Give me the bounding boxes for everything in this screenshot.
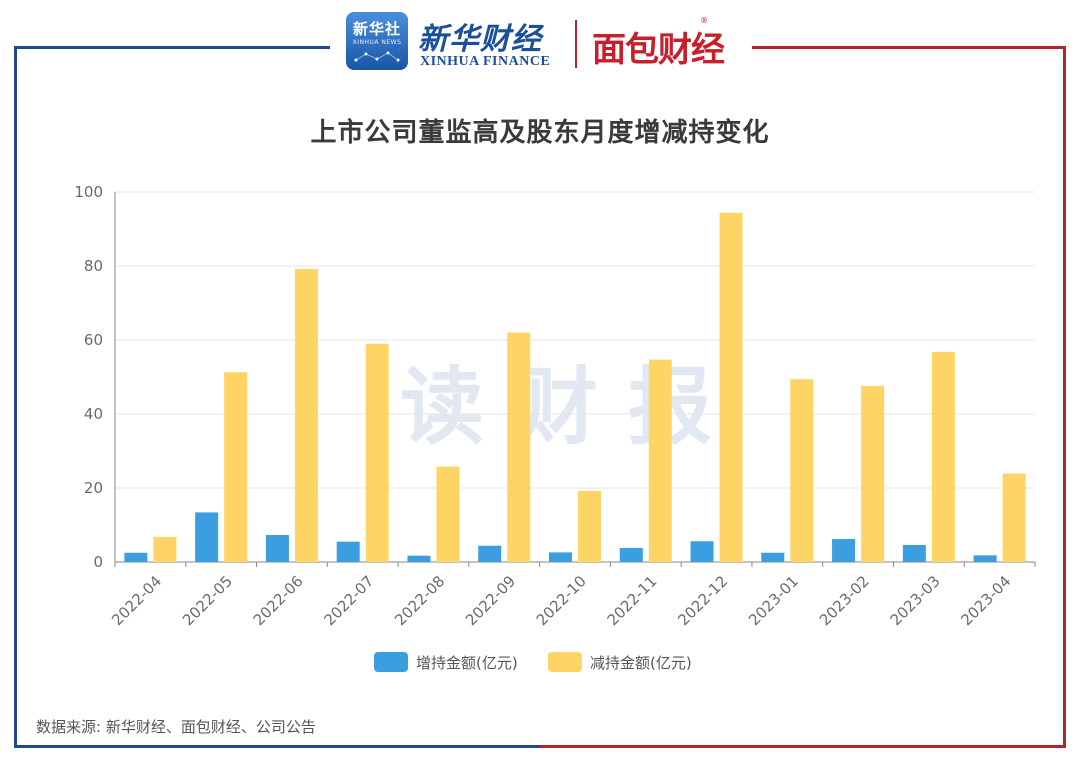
bar-decrease [648,359,672,562]
bar-decrease [719,212,743,562]
bar-decrease [507,332,531,562]
network-dots-icon [354,51,400,62]
bar-decrease [436,466,460,562]
mianbao-finance-logo: 面包财经 [592,30,725,70]
bar-increase [619,547,643,562]
frame-bottom-right [540,745,1066,748]
logo-divider [575,20,577,68]
bar-increase [832,539,856,562]
legend-swatch [548,652,582,672]
x-tick-label: 2022-07 [320,572,377,629]
legend-label: 减持金额(亿元) [590,654,692,672]
bar-decrease [578,490,601,562]
bar-increase [265,534,289,562]
x-tick-label: 2022-05 [179,572,236,629]
frame-bottom-left [14,745,540,748]
x-tick-label: 2023-03 [887,572,944,629]
frame-top-left [14,46,330,49]
bar-increase [761,552,785,562]
bar-decrease [931,351,955,562]
bar-increase [902,544,926,562]
x-tick-label: 2023-02 [816,572,873,629]
x-tick-label: 2022-11 [604,572,661,629]
xinhua-finance-cn: 新华财经 [418,22,542,57]
y-tick-label: 100 [74,183,103,201]
x-tick-label: 2022-09 [462,572,519,629]
bar-decrease [153,536,177,562]
bar-increase [407,555,431,562]
xinhua-box-sub: XINHUA NEWS [352,39,402,46]
x-tick-label: 2022-04 [108,572,165,629]
y-tick-label: 0 [93,553,103,571]
bar-increase [336,541,360,562]
xinhua-finance-en: XINHUA FINANCE [420,54,551,69]
bar-increase [124,552,148,562]
x-tick-label: 2023-01 [745,572,802,629]
frame-left [14,46,17,748]
registered-mark: ® [700,16,708,25]
y-tick-label: 20 [84,479,103,497]
y-tick-label: 80 [84,257,103,275]
x-tick-label: 2022-06 [250,572,307,629]
bar-increase [478,545,502,562]
x-tick-label: 2023-04 [957,572,1014,629]
bar-increase [973,555,997,562]
xinhua-box-title: 新华社 [352,20,401,38]
bar-increase [549,552,572,562]
data-source: 数据来源: 新华财经、面包财经、公司公告 [36,718,316,736]
bar-decrease [1002,473,1026,562]
bar-decrease [861,385,885,562]
bar-decrease [294,268,318,562]
frame-top-right [752,46,1066,49]
x-tick-label: 2022-08 [391,572,448,629]
bar-decrease [365,343,389,562]
legend-label: 增持金额(亿元) [416,654,518,672]
y-tick-label: 40 [84,405,103,423]
chart-title: 上市公司董监高及股东月度增减持变化 [310,118,770,148]
xinhua-news-logo: 新华社 XINHUA NEWS [346,12,408,70]
header-logos: 新华社 XINHUA NEWS 新华财经 XINHUA FINANCE 面包财经… [340,8,750,74]
bar-decrease [224,372,248,562]
y-tick-label: 60 [84,331,103,349]
frame-right [1063,46,1066,748]
bar-increase [195,512,219,562]
bar-decrease [790,379,814,562]
x-tick-label: 2022-12 [674,572,731,629]
bar-increase [690,541,714,562]
legend-swatch [374,652,408,672]
x-tick-label: 2022-10 [533,572,590,629]
